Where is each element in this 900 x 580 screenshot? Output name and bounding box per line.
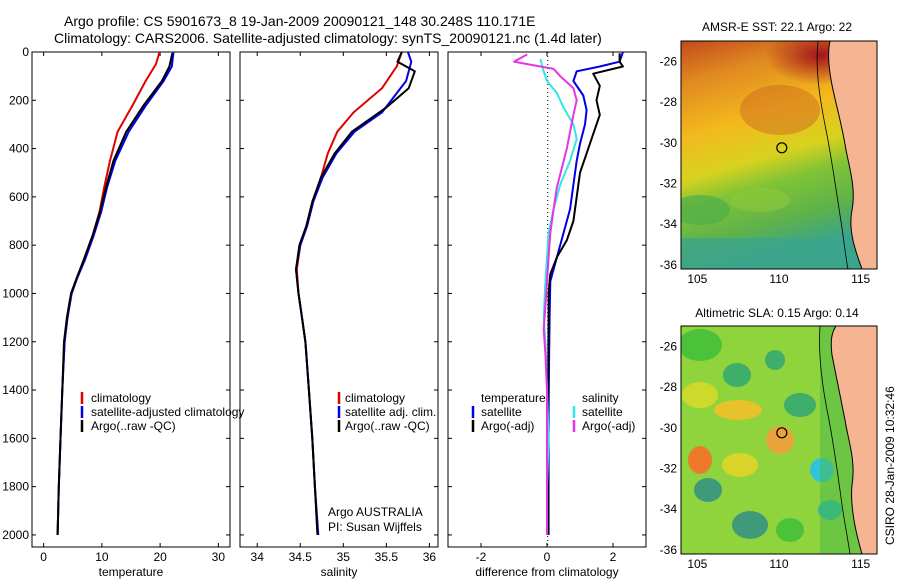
argo-float-marker [776, 142, 788, 154]
annotation-line: Argo AUSTRALIA [328, 505, 423, 519]
shelf-contour [816, 41, 849, 269]
sst-map-title: AMSR-E SST: 22.1 Argo: 22 [702, 20, 852, 34]
shelf-contour [819, 326, 851, 554]
sst-map [680, 40, 878, 270]
y-tick-label: -26 [660, 339, 678, 353]
x-tick-label: 105 [687, 557, 707, 571]
x-tick-label: 34 [251, 550, 265, 564]
sla-map [680, 325, 878, 555]
difference-legend: temperature salinity satellite Argo(-adj… [471, 391, 635, 433]
y-tick-label: -30 [660, 421, 678, 435]
y-tick-label: 1800 [2, 480, 29, 494]
x-tick-label: 36 [423, 550, 437, 564]
x-axis-label: salinity [321, 565, 358, 579]
side-timestamp: CSIRO 28-Jan-2009 10:32:46 [883, 386, 897, 545]
y-tick-label: 1600 [2, 431, 29, 445]
x-tick-label: 115 [851, 272, 870, 286]
x-tick-label: 2 [610, 550, 617, 564]
x-axis-label: temperature [99, 565, 164, 579]
y-tick-label: 1200 [2, 335, 29, 349]
legend-label: Argo(-adj) [582, 419, 635, 433]
salinity-plot-frame [239, 51, 439, 548]
sst-map-frame [680, 40, 878, 270]
x-tick-label: 110 [769, 557, 788, 571]
series-line [513, 53, 578, 535]
y-tick-label: -34 [660, 217, 678, 231]
y-tick-label: -34 [660, 502, 678, 516]
annotation-line: PI: Susan Wijffels [328, 520, 422, 534]
series-line [56, 52, 174, 535]
x-tick-label: 110 [769, 272, 788, 286]
x-tick-label: 0 [40, 550, 47, 564]
argo-float-marker [776, 427, 788, 439]
x-tick-label: 34.5 [289, 550, 313, 564]
argo-annotation: Argo AUSTRALIA PI: Susan Wijffels [328, 505, 423, 534]
y-tick-label: -36 [660, 258, 678, 272]
x-tick-label: 20 [153, 550, 167, 564]
y-tick-label: -36 [660, 543, 678, 557]
legend-label: climatology [345, 391, 405, 405]
land-australia [828, 41, 877, 269]
y-tick-label: -26 [660, 54, 678, 68]
header-line-1: Argo profile: CS 5901673_8 19-Jan-2009 2… [64, 13, 535, 29]
y-tick-label: 0 [22, 45, 29, 59]
x-tick-label: 10 [95, 550, 109, 564]
series-line [547, 53, 624, 535]
x-tick-label: -2 [476, 550, 487, 564]
x-tick-label: 35 [337, 550, 351, 564]
y-tick-label: 200 [9, 93, 29, 107]
legend-label: satellite [481, 405, 522, 419]
x-tick-label: 35.5 [375, 550, 399, 564]
temperature-plot-frame [31, 51, 231, 548]
y-tick-label: 800 [9, 238, 29, 252]
legend-label: satellite adj. clim. [345, 405, 436, 419]
legend-label: climatology [91, 391, 151, 405]
legend-label: Argo(..raw -QC) [91, 419, 176, 433]
y-tick-label: 1000 [2, 286, 29, 300]
series-line [295, 51, 416, 535]
y-tick-label: 2000 [2, 528, 29, 542]
legend-header: temperature [481, 391, 546, 405]
temperature-legend: climatology satellite-adjusted climatolo… [80, 391, 244, 433]
legend-header: salinity [582, 391, 619, 405]
salinity-legend: climatology satellite adj. clim. Argo(..… [337, 391, 436, 433]
y-tick-label: -32 [660, 177, 678, 191]
x-tick-label: 115 [851, 557, 870, 571]
sla-map-title: Altimetric SLA: 0.15 Argo: 0.14 [695, 306, 859, 320]
y-tick-label: -28 [660, 380, 678, 394]
header-line-2: Climatology: CARS2006. Satellite-adjuste… [54, 30, 602, 46]
y-tick-label: -32 [660, 462, 678, 476]
y-tick-label: -28 [660, 95, 678, 109]
y-tick-label: -30 [660, 136, 678, 150]
x-axis-label: difference from climatology [475, 565, 618, 579]
x-tick-label: 105 [687, 272, 707, 286]
x-tick-label: 0 [544, 550, 551, 564]
y-tick-label: 1400 [2, 383, 29, 397]
legend-label: Argo(-adj) [481, 419, 534, 433]
y-tick-label: 400 [9, 142, 29, 156]
legend-label: Argo(..raw -QC) [345, 419, 430, 433]
legend-label: satellite [582, 405, 623, 419]
land-australia [830, 326, 877, 554]
y-tick-label: 600 [9, 190, 29, 204]
legend-label: satellite-adjusted climatology [91, 405, 244, 419]
sla-map-frame [680, 325, 878, 555]
x-tick-label: 30 [212, 550, 226, 564]
